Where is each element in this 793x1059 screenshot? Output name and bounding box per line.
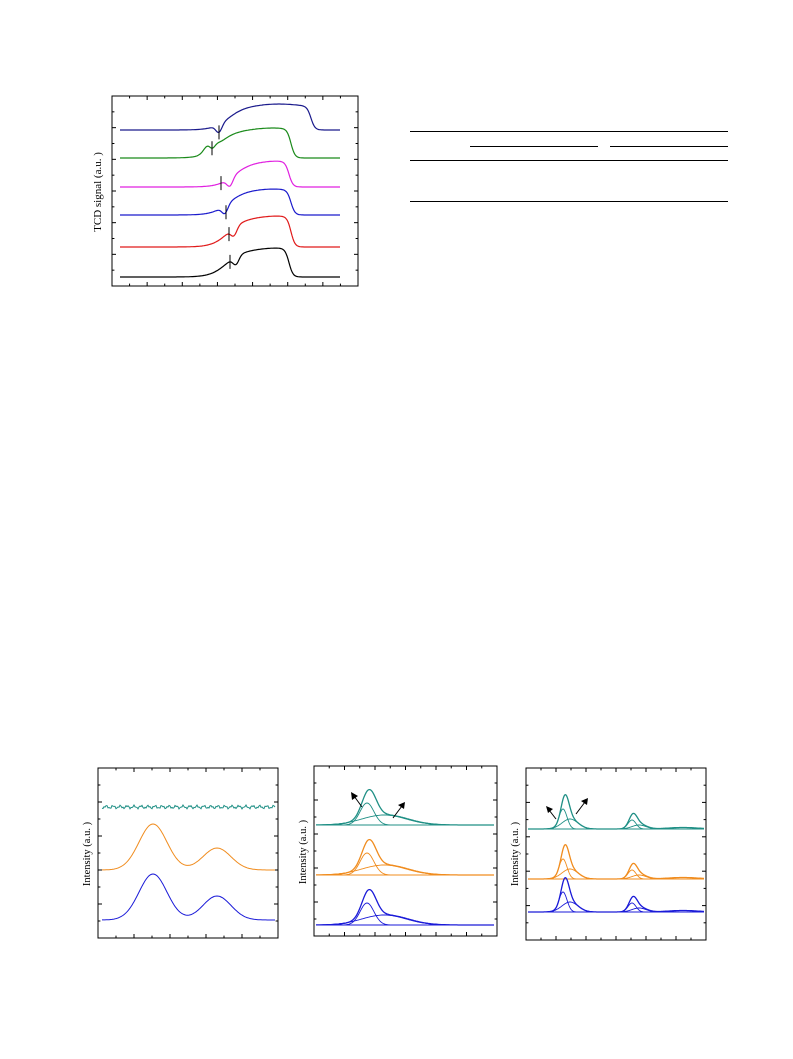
panel-right-plot: Intensity (a.u. ) xyxy=(510,767,707,941)
tpd-y-axis-label: TCD signal (a.u. ) xyxy=(92,152,104,232)
tpd-curve xyxy=(120,215,340,248)
panel-mid-component xyxy=(316,852,494,876)
panel-mid-arrow xyxy=(392,805,403,819)
panel-left-curve xyxy=(102,873,275,921)
panel-right-arrowhead xyxy=(581,798,588,805)
panel-left-ticks xyxy=(97,767,279,939)
tpd-curve xyxy=(120,160,340,188)
tpd-ticks xyxy=(111,95,359,287)
table-group-rule-2 xyxy=(610,146,728,147)
panel-mid-envelope xyxy=(316,838,494,876)
tpd-curves xyxy=(120,103,340,278)
panel-mid-component xyxy=(316,864,494,876)
panel-right-curves xyxy=(528,794,704,913)
table-group-rule-1 xyxy=(470,146,598,147)
panel-right: Intensity (a.u. ) xyxy=(508,762,713,952)
panel-mid-component xyxy=(316,914,494,926)
panel-mid-component xyxy=(316,814,494,826)
panel-mid-component xyxy=(316,902,494,926)
panel-right-arrow xyxy=(548,809,557,820)
panel-mid-y-axis-label: Intensity (a.u. ) xyxy=(298,819,309,884)
panel-left-plot: Intensity (a.u. ) xyxy=(82,767,279,939)
table-top-rule xyxy=(410,131,728,132)
panel-right-envelope xyxy=(528,844,704,880)
panel-right-component xyxy=(528,907,704,913)
panel-mid-arrow xyxy=(353,795,363,808)
panel-right-y-axis-label: Intensity (a.u. ) xyxy=(510,821,521,886)
table-bottom-rule xyxy=(410,201,728,202)
panel-right-envelope xyxy=(528,794,704,830)
tpd-curve xyxy=(120,188,340,216)
panel-left: Intensity (a.u. ) xyxy=(80,762,285,952)
table-mid-rule xyxy=(410,160,728,161)
panel-mid-envelope xyxy=(316,788,494,826)
tpd-plot: TCD signal (a.u. ) xyxy=(92,95,359,287)
panel-mid: Intensity (a.u. ) xyxy=(296,760,506,950)
panel-mid-ticks xyxy=(313,765,498,937)
panel-left-curve xyxy=(101,803,276,810)
panel-mid-curves xyxy=(316,788,494,926)
panel-right-arrow xyxy=(575,801,586,815)
panel-right-envelope xyxy=(528,877,704,913)
panel-right-ticks xyxy=(525,767,707,941)
tpd-frame xyxy=(111,95,359,287)
panel-left-curve xyxy=(102,823,275,871)
panel-right-frame xyxy=(525,767,707,941)
panel-mid-component xyxy=(316,802,494,826)
panel-left-frame xyxy=(97,767,279,939)
tpd-curve xyxy=(120,103,340,133)
panel-mid-arrowhead xyxy=(398,802,405,809)
panel-right-component xyxy=(528,824,704,830)
panel-mid-envelope xyxy=(316,888,494,926)
panel-mid-plot: Intensity (a.u. ) xyxy=(298,765,498,937)
tpd-curve xyxy=(120,127,340,159)
tpd-figure: TCD signal (a.u. ) xyxy=(88,90,363,300)
panel-right-arrowhead xyxy=(546,806,553,813)
panel-left-y-axis-label: Intensity (a.u. ) xyxy=(82,821,93,886)
panel-mid-arrowhead xyxy=(351,792,358,800)
panel-left-curves xyxy=(101,803,276,921)
panel-mid-frame xyxy=(313,765,498,937)
panel-right-component xyxy=(528,874,704,880)
